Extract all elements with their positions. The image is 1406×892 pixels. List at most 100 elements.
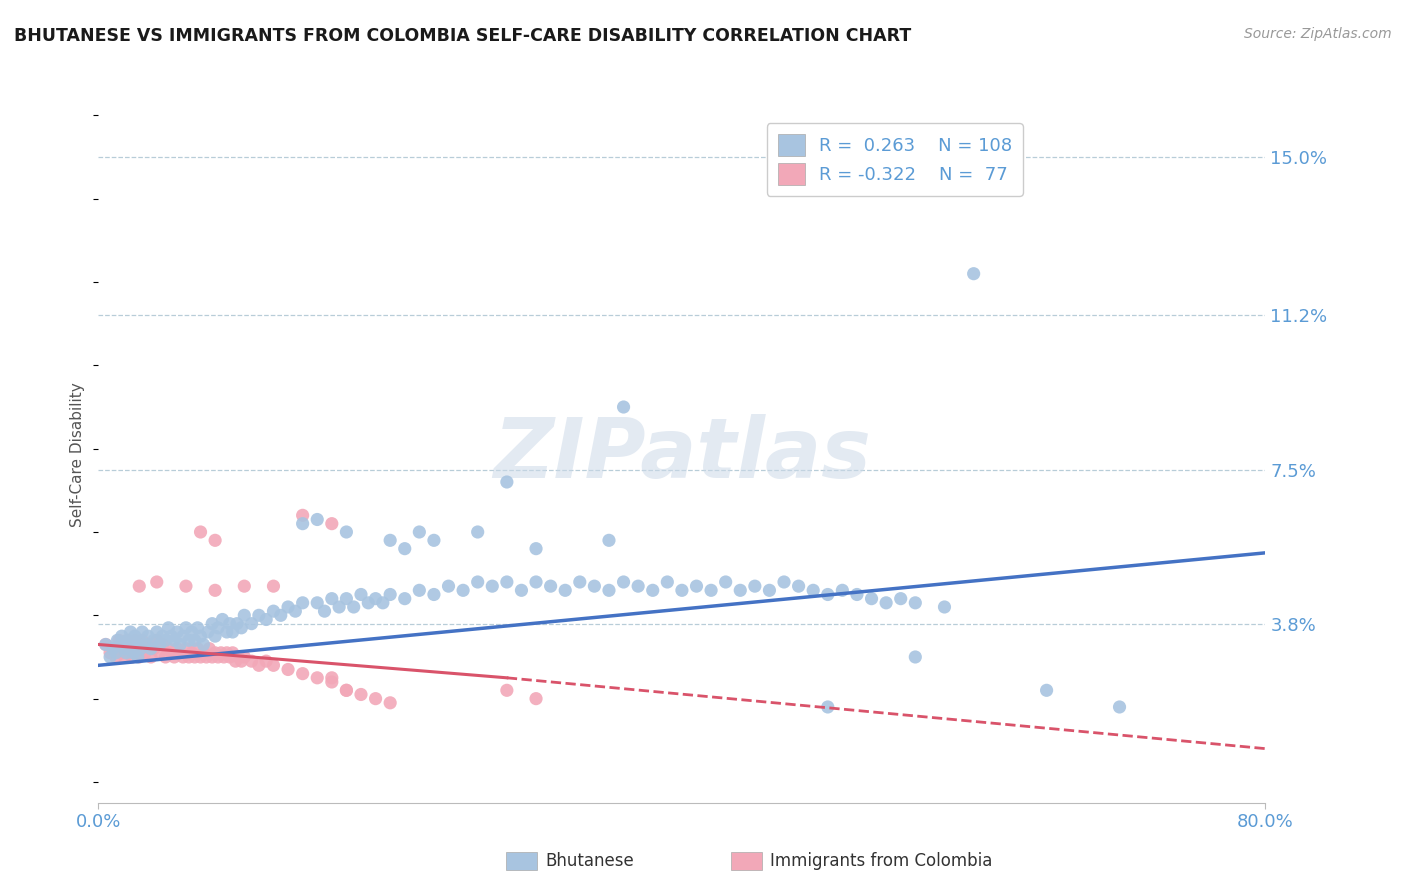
Point [163, 633, 186, 648]
Point [307, 512, 329, 526]
Point [875, 596, 897, 610]
Point [262, 579, 284, 593]
Point [177, 633, 200, 648]
Point [121, 650, 143, 665]
Point [101, 641, 124, 656]
Point [221, 625, 243, 640]
Point [180, 625, 202, 640]
Point [627, 579, 650, 593]
Point [657, 574, 679, 589]
Point [128, 633, 150, 648]
Point [136, 629, 159, 643]
Point [240, 654, 263, 668]
Point [198, 641, 221, 656]
Point [174, 621, 197, 635]
Point [166, 641, 188, 656]
Point [540, 579, 562, 593]
Point [122, 646, 145, 660]
Point [146, 625, 169, 640]
Point [962, 267, 984, 281]
Point [211, 612, 233, 626]
Point [231, 654, 253, 668]
Point [510, 583, 533, 598]
Point [744, 579, 766, 593]
Point [204, 533, 226, 548]
Point [568, 574, 591, 589]
Point [247, 658, 270, 673]
Point [423, 533, 446, 548]
Point [215, 625, 238, 640]
Point [201, 616, 224, 631]
Point [172, 629, 194, 643]
Point [149, 646, 172, 660]
Point [262, 658, 284, 673]
Text: Source: ZipAtlas.com: Source: ZipAtlas.com [1244, 27, 1392, 41]
Point [846, 587, 869, 601]
Point [124, 629, 146, 643]
Point [152, 638, 174, 652]
Point [831, 583, 853, 598]
Point [193, 638, 215, 652]
Point [277, 599, 299, 614]
Point [247, 608, 270, 623]
Point [212, 650, 235, 665]
Point [197, 625, 219, 640]
Point [226, 616, 249, 631]
Point [98, 646, 121, 660]
Point [111, 646, 134, 660]
Point [284, 604, 307, 618]
Text: Bhutanese: Bhutanese [546, 852, 634, 870]
Point [233, 579, 256, 593]
Point [685, 579, 707, 593]
Point [110, 638, 132, 652]
Point [118, 638, 141, 652]
Point [773, 574, 796, 589]
Point [700, 583, 723, 598]
Point [134, 638, 156, 652]
Point [118, 646, 141, 660]
Point [115, 641, 138, 656]
Point [193, 646, 215, 660]
Point [817, 587, 839, 601]
Point [117, 633, 139, 648]
Point [155, 650, 177, 665]
Point [451, 583, 474, 598]
Point [157, 621, 180, 635]
Point [190, 650, 212, 665]
Point [139, 641, 162, 656]
Point [496, 683, 519, 698]
Point [934, 599, 956, 614]
Point [187, 621, 209, 635]
Point [207, 650, 229, 665]
Point [817, 700, 839, 714]
Point [146, 633, 169, 648]
Point [270, 608, 292, 623]
Point [124, 633, 146, 648]
Point [380, 587, 402, 601]
Point [174, 579, 197, 593]
Point [496, 574, 519, 589]
Point [524, 691, 547, 706]
Point [215, 646, 238, 660]
Text: Immigrants from Colombia: Immigrants from Colombia [770, 852, 993, 870]
Point [117, 633, 139, 648]
Point [890, 591, 912, 606]
Point [128, 579, 150, 593]
Point [218, 616, 240, 631]
Point [218, 650, 240, 665]
Point [357, 596, 380, 610]
Point [233, 650, 256, 665]
Point [254, 612, 277, 626]
Point [142, 633, 165, 648]
Point [207, 621, 229, 635]
Point [114, 650, 136, 665]
Point [1035, 683, 1057, 698]
Point [307, 596, 329, 610]
Point [183, 633, 205, 648]
Point [201, 650, 224, 665]
Point [408, 583, 430, 598]
Point [129, 641, 152, 656]
Point [787, 579, 810, 593]
Point [131, 633, 153, 648]
Point [163, 650, 186, 665]
